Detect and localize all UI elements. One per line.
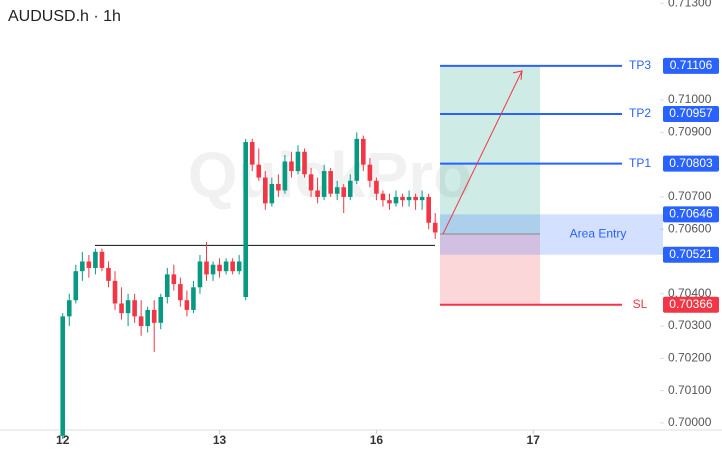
x-tick-label: 13 [213, 433, 227, 447]
candle-body [60, 316, 66, 436]
candle-body [249, 142, 255, 165]
candle-body [80, 261, 85, 272]
candle-body [197, 261, 203, 288]
candle-body [106, 267, 111, 281]
candle-body [387, 200, 392, 204]
candle-body [295, 151, 301, 172]
candle-body [119, 303, 124, 314]
candle-body [263, 177, 268, 204]
candle-body [256, 164, 262, 178]
level-name: TP3 [629, 58, 651, 72]
y-tick-label: 0.70300 [668, 318, 712, 332]
x-tick-label: 17 [527, 433, 541, 447]
price-label: 0.70957 [669, 106, 713, 120]
candle-body [204, 261, 209, 275]
y-tick-label: 0.70700 [668, 189, 712, 203]
candle-body [86, 261, 92, 268]
price-label: 0.70366 [669, 297, 713, 311]
candle-body [282, 161, 288, 191]
candle-body [125, 300, 131, 314]
candle-body [158, 296, 164, 323]
y-tick-label: 0.70900 [668, 125, 712, 139]
level-name: TP1 [629, 156, 651, 170]
candle-body [151, 309, 157, 323]
price-label: 0.70803 [669, 156, 713, 170]
price-label-bg [663, 246, 719, 263]
y-tick-label: 0.71300 [668, 0, 712, 9]
candle-body [236, 261, 242, 272]
candle-body [171, 274, 177, 285]
candle-body [217, 264, 222, 272]
candle-body [276, 184, 281, 191]
y-tick-label: 0.71000 [668, 92, 712, 106]
price-label: 0.70646 [669, 207, 713, 221]
candle-body [315, 190, 320, 197]
y-tick-label: 0.70100 [668, 383, 712, 397]
y-tick-label: 0.70000 [668, 415, 712, 429]
candle-body [354, 138, 360, 181]
candle-body [347, 180, 353, 197]
level-name: TP2 [629, 106, 651, 120]
price-label-bg [663, 206, 719, 223]
candle-body [99, 251, 105, 268]
candle-body [321, 171, 327, 197]
candle-body [66, 300, 72, 317]
price-label-bg [663, 155, 719, 172]
candle-body [93, 251, 98, 268]
candle-body [230, 261, 235, 272]
candle-body [184, 300, 190, 310]
candle-body [361, 138, 366, 165]
level-name: SL [633, 297, 648, 311]
candle-body [243, 142, 249, 297]
arrow-head [512, 70, 523, 80]
candle-body [178, 284, 183, 301]
candle-body [132, 300, 137, 317]
area-entry-label: Area Entry [570, 227, 627, 241]
candle-body [269, 184, 275, 204]
price-label-bg [663, 57, 719, 74]
candle-body [406, 196, 412, 201]
candle-body [334, 187, 340, 194]
candle-body [380, 193, 386, 201]
candle-body [210, 264, 216, 275]
candle-body [413, 196, 418, 201]
candle-body [191, 287, 196, 310]
candle-body [289, 161, 294, 172]
price-label-bg [663, 105, 719, 122]
candle-body [164, 274, 170, 297]
candle-body [367, 164, 373, 181]
candle-body [302, 151, 307, 175]
candle-body [308, 174, 314, 191]
candle-body [328, 171, 333, 194]
candle-body [400, 196, 405, 201]
price-label: 0.70521 [669, 247, 713, 261]
candle-body [341, 187, 347, 197]
candle-body [145, 309, 150, 327]
candle-body [138, 316, 144, 327]
x-tick-label: 12 [56, 433, 70, 447]
price-label: 0.71106 [670, 58, 713, 72]
stop-zone [440, 234, 540, 305]
candle-body [426, 196, 431, 223]
candle-body [393, 196, 399, 204]
arrow [442, 70, 523, 235]
candle-body [432, 222, 438, 233]
y-tick-label: 0.70200 [668, 351, 712, 365]
candle-body [374, 180, 379, 194]
candle-body [112, 280, 118, 304]
y-tick-label: 0.70400 [668, 286, 712, 300]
x-tick-label: 16 [370, 433, 384, 447]
candle-body [419, 196, 425, 201]
y-tick-label: 0.70600 [668, 221, 712, 235]
price-label-bg [663, 296, 719, 313]
chart-title: AUDUSD.h · 1h [8, 8, 121, 25]
candle-body [223, 261, 229, 272]
candle-body [73, 271, 79, 301]
